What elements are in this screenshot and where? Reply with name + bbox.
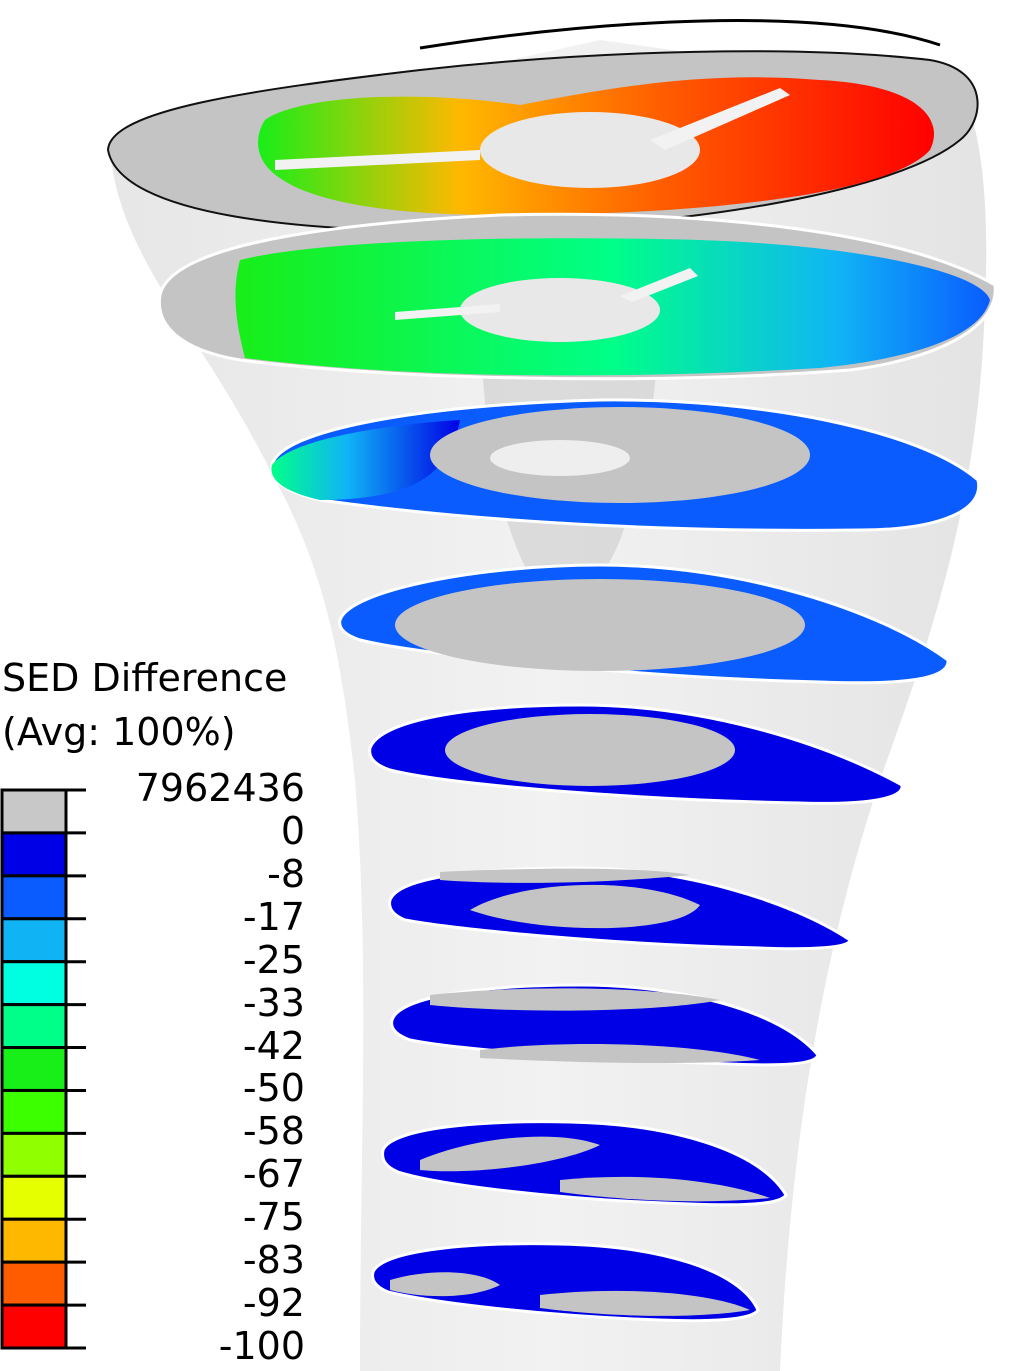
section-slice-6 [388,866,852,951]
legend-tick-label-3: -17 [242,894,305,939]
legend-band-5 [0,1003,68,1050]
section-slice-4 [338,563,950,685]
legend-band-6 [0,1046,68,1092]
legend-colorbar [0,788,86,1350]
section-slice-8 [381,1120,788,1207]
legend-band-8 [0,1131,68,1178]
legend-tick-label-2: -8 [267,851,305,896]
legend-tick-label-5: -33 [242,980,305,1025]
legend-title: SED Difference [2,656,288,700]
legend-band-3 [0,917,68,964]
legend-tick-label-7: -50 [242,1066,305,1111]
legend-tick-label-8: -58 [242,1109,305,1154]
legend-band-12 [0,1303,68,1350]
section-slice-9 [371,1242,760,1323]
legend-band-1 [0,831,68,878]
section-slice-3 [269,398,981,532]
legend-band-4 [0,960,68,1007]
legend-band-9 [0,1174,68,1221]
legend-subtitle: (Avg: 100%) [2,710,236,754]
legend-band-7 [0,1088,68,1135]
legend-tick-label-10: -75 [242,1195,305,1240]
legend-tick-label-11: -83 [242,1238,305,1283]
legend-tick-label-4: -25 [242,937,305,982]
legend-band-10 [0,1217,68,1264]
legend-band-0 [0,788,68,835]
legend-band-2 [0,874,68,921]
legend-tick-label-1: 0 [280,808,305,853]
legend-tick-label-9: -67 [242,1152,305,1197]
section-slice-1 [106,19,979,232]
legend-tick-label-0: 7962436 [135,766,305,810]
legend-tick-label-12: -92 [242,1281,305,1326]
section-slice-7 [390,983,820,1067]
section-slice-2 [157,212,997,381]
legend-band-11 [0,1260,68,1307]
legend-tick-label-6: -42 [242,1023,305,1068]
legend-tick-label-13: -100 [218,1324,305,1368]
section-slice-5 [368,703,904,805]
